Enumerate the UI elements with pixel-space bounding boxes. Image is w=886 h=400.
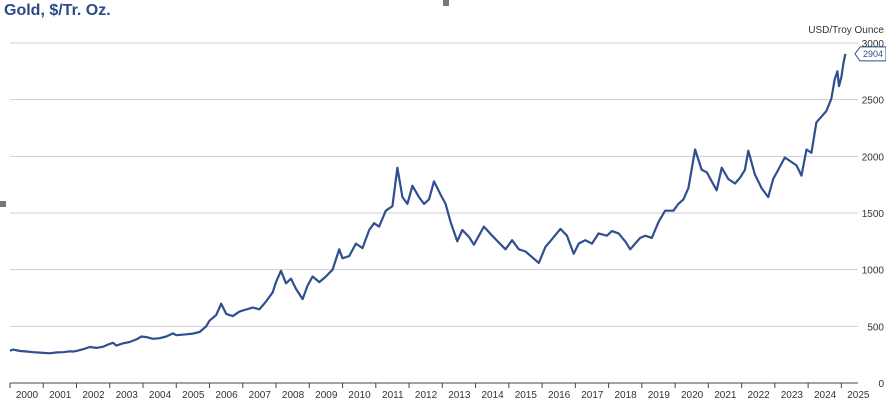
x-tick-label: 2016 <box>548 390 571 400</box>
x-tick-label: 2018 <box>614 390 637 400</box>
x-tick-label: 2009 <box>315 390 338 400</box>
series-layer <box>9 53 847 355</box>
grid-layer <box>10 42 858 327</box>
y-axis-unit-label: USD/Troy Ounce <box>808 25 884 36</box>
y-tick-label: 3000 <box>862 39 885 50</box>
x-tick-label: 2003 <box>116 390 139 400</box>
y-tick-label: 500 <box>867 322 884 333</box>
x-tick-label: 2022 <box>747 390 770 400</box>
x-tick-label: 2011 <box>382 390 404 400</box>
label-layer: 0 500 1000 1500 2000 2500 3000 2000 2001 2002 2003… <box>16 25 886 400</box>
x-tick-label: 2020 <box>681 390 704 400</box>
x-tick-label: 2024 <box>814 390 837 400</box>
x-tick-label: 2010 <box>348 390 371 400</box>
x-tick-label: 2002 <box>82 390 105 400</box>
x-tick-label: 2008 <box>282 390 305 400</box>
x-tick-label: 2015 <box>515 390 538 400</box>
last-value-callout <box>854 46 886 62</box>
x-tick-label: 2019 <box>648 390 671 400</box>
x-tick-label: 2005 <box>182 390 205 400</box>
x-tick-label: 2000 <box>16 390 39 400</box>
y-tick-label: 1000 <box>862 266 885 277</box>
y-tick-label: 0 <box>878 379 884 390</box>
x-tick-label: 2006 <box>215 390 238 400</box>
x-tick-label: 2012 <box>415 390 438 400</box>
x-tick-label: 2004 <box>149 390 172 400</box>
y-tick-label: 1500 <box>862 209 885 220</box>
x-tick-label: 2013 <box>448 390 471 400</box>
x-tick-label: 2017 <box>581 390 604 400</box>
last-value-label: 2904 <box>863 49 883 59</box>
x-tick-label: 2014 <box>481 390 504 400</box>
axis-layer <box>9 382 858 388</box>
gold-price-line <box>9 53 847 355</box>
x-tick-label: 2007 <box>249 390 272 400</box>
chart-title: Gold, $/Tr. Oz. <box>4 2 111 19</box>
y-tick-label: 2500 <box>862 96 885 107</box>
selection-handle-top[interactable] <box>443 0 449 6</box>
y-tick-label: 2000 <box>862 152 885 163</box>
x-tick-label: 2023 <box>781 390 804 400</box>
x-tick-label: 2001 <box>49 390 72 400</box>
x-tick-label: 2021 <box>714 390 737 400</box>
x-tick-label: 2025 <box>847 390 870 400</box>
selection-handle-left[interactable] <box>0 201 6 207</box>
